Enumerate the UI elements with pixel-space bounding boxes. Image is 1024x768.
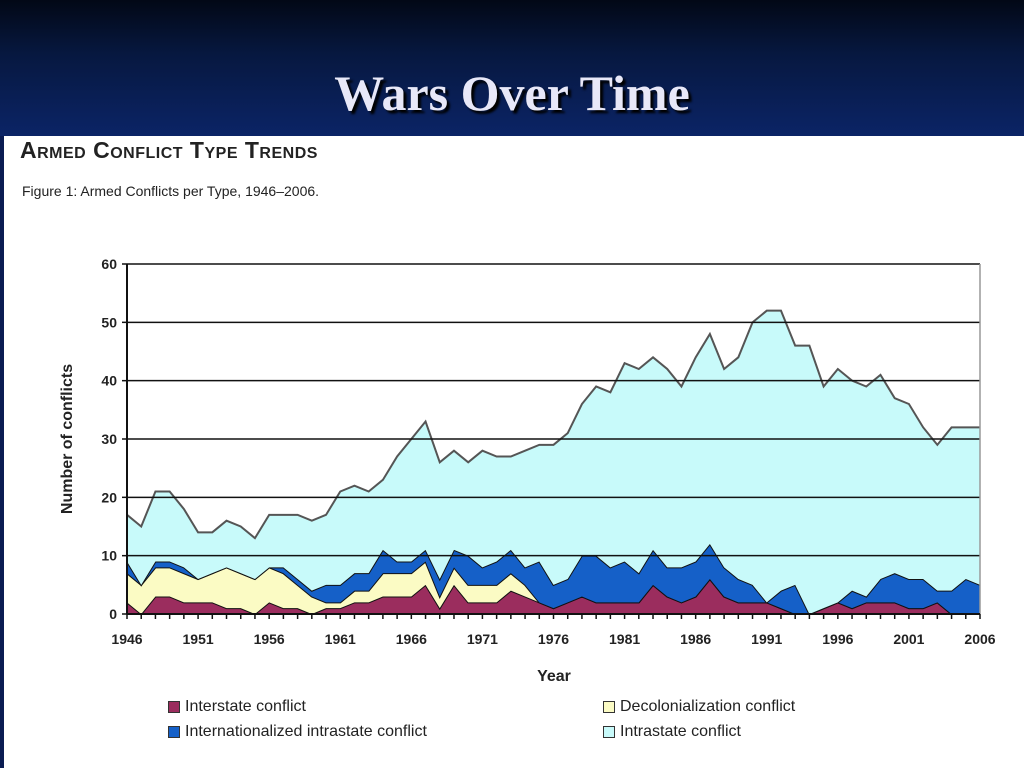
y-tick-label: 60 xyxy=(101,256,117,272)
x-tick-label: 1986 xyxy=(680,631,711,647)
figure-heading: Armed Conflict Type Trends xyxy=(20,137,318,163)
y-tick-label: 10 xyxy=(101,548,117,564)
x-axis-label: Year xyxy=(537,668,571,685)
legend-interstate: Interstate conflict xyxy=(168,698,306,716)
legend-label: Decolonialization conflict xyxy=(620,698,796,715)
legend-label: Internationalized intrastate conflict xyxy=(185,723,427,740)
area-internationalized-intrastate-conflict xyxy=(127,544,980,614)
legend-intrastate: Intrastate conflict xyxy=(603,723,741,741)
x-tick-label: 1981 xyxy=(609,631,640,647)
x-tick-label: 1951 xyxy=(183,631,214,647)
legend-internationalized: Internationalized intrastate conflict xyxy=(168,723,427,741)
x-tick-label: 1996 xyxy=(822,631,853,647)
x-tick-label: 1956 xyxy=(254,631,285,647)
x-tick-label: 2001 xyxy=(893,631,924,647)
x-tick-label: 1976 xyxy=(538,631,569,647)
x-tick-label: 2006 xyxy=(964,631,995,647)
y-tick-label: 30 xyxy=(101,431,117,447)
y-tick-label: 50 xyxy=(101,314,117,330)
series-line xyxy=(126,309,980,540)
slide-title: Wars Over Time xyxy=(334,65,690,121)
y-tick-label: 40 xyxy=(101,373,117,389)
area-interstate-conflict xyxy=(127,579,980,614)
legend-swatch xyxy=(603,726,615,738)
x-tick-label: 1991 xyxy=(751,631,782,647)
slide-header xyxy=(0,0,1024,136)
area-intrastate-conflict xyxy=(127,310,980,614)
legend-decolonialization: Decolonialization conflict xyxy=(603,698,795,716)
y-tick-label: 0 xyxy=(109,606,117,622)
x-tick-label: 1946 xyxy=(111,631,142,647)
y-axis-label: Number of conflicts xyxy=(59,364,76,514)
x-tick-label: 1961 xyxy=(325,631,356,647)
area-decolonialization-conflict xyxy=(127,561,980,614)
x-tick-label: 1971 xyxy=(467,631,498,647)
legend-swatch xyxy=(603,701,615,713)
legend-swatch xyxy=(168,701,180,713)
figure-caption: Figure 1: Armed Conflicts per Type, 1946… xyxy=(22,183,320,199)
x-tick-label: 1966 xyxy=(396,631,427,647)
legend-swatch xyxy=(168,726,180,738)
legend-label: Intrastate conflict xyxy=(620,723,741,740)
legend-label: Interstate conflict xyxy=(185,698,306,715)
y-tick-label: 20 xyxy=(101,489,117,505)
